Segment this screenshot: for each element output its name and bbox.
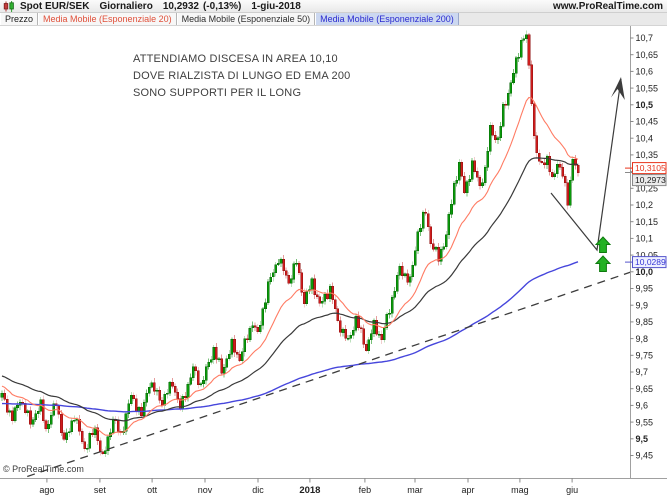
svg-text:2018: 2018 bbox=[299, 485, 320, 496]
price-axis[interactable]: 10,75 10,7 10,65 10,6 10,55 10,5 10,45 10,4 10,3… bbox=[630, 17, 659, 461]
svg-text:10,2: 10,2 bbox=[636, 200, 654, 210]
svg-text:mag: mag bbox=[511, 485, 529, 495]
buy-arrow-marker-1[interactable] bbox=[594, 236, 612, 253]
svg-text:10,25: 10,25 bbox=[636, 184, 659, 194]
svg-text:9,6: 9,6 bbox=[636, 401, 649, 411]
annotation-line-1: ATTENDIAMO DISCESA IN AREA 10,10 bbox=[133, 53, 338, 65]
legend-item-ema20[interactable]: Media Mobile (Esponenziale 20) bbox=[38, 13, 177, 25]
svg-text:10,5: 10,5 bbox=[636, 100, 654, 110]
svg-text:10,55: 10,55 bbox=[636, 83, 659, 93]
indicator-legend-bar: Prezzo Media Mobile (Esponenziale 20) Me… bbox=[0, 13, 667, 26]
svg-text:mar: mar bbox=[407, 485, 423, 495]
chart-area[interactable]: 10,75 10,7 10,65 10,6 10,55 10,5 10,45 10,4 10,3… bbox=[0, 17, 667, 500]
price-tags: 10,3105 10,2973 10,0289 bbox=[625, 162, 667, 269]
ma-line-50 bbox=[1, 157, 579, 422]
svg-text:9,8: 9,8 bbox=[636, 334, 649, 344]
svg-text:10,35: 10,35 bbox=[636, 150, 659, 160]
price-tag-3: 10,0289 bbox=[635, 257, 666, 267]
price-tag-2: 10,2973 bbox=[635, 175, 666, 185]
last-price: 10,2932 bbox=[162, 0, 199, 12]
legend-item-price[interactable]: Prezzo bbox=[0, 13, 39, 25]
svg-text:9,55: 9,55 bbox=[636, 417, 654, 427]
svg-text:feb: feb bbox=[359, 485, 372, 495]
svg-text:set: set bbox=[94, 485, 107, 495]
annotation-line-2: DOVE RIALZISTA DI LUNGO ED EMA 200 bbox=[133, 70, 351, 82]
svg-text:giu: giu bbox=[566, 485, 578, 495]
svg-text:9,5: 9,5 bbox=[636, 434, 649, 444]
candlestick-icon bbox=[3, 0, 14, 12]
svg-text:nov: nov bbox=[198, 485, 213, 495]
price-chart[interactable]: 10,75 10,7 10,65 10,6 10,55 10,5 10,45 10,4 10,3… bbox=[0, 17, 667, 500]
svg-text:9,45: 9,45 bbox=[636, 451, 654, 461]
session-date: 1-giu-2018 bbox=[251, 0, 301, 12]
svg-text:9,85: 9,85 bbox=[636, 317, 654, 327]
prorealtime-url: www.ProRealTime.com bbox=[552, 0, 663, 12]
svg-text:9,95: 9,95 bbox=[636, 284, 654, 294]
svg-text:ago: ago bbox=[39, 485, 54, 495]
svg-text:dic: dic bbox=[252, 485, 264, 495]
projection-arrow[interactable] bbox=[550, 78, 622, 252]
svg-text:10,05: 10,05 bbox=[636, 250, 659, 260]
ma-line-200 bbox=[2, 261, 579, 413]
projection-arrowhead bbox=[611, 77, 625, 100]
price-change: (-0,13%) bbox=[202, 0, 242, 12]
svg-text:apr: apr bbox=[461, 485, 474, 495]
price-tag-1: 10,3105 bbox=[635, 163, 666, 173]
svg-text:9,75: 9,75 bbox=[636, 351, 654, 361]
svg-text:10,4: 10,4 bbox=[636, 133, 654, 143]
support-trendline[interactable] bbox=[14, 271, 631, 481]
svg-text:10,1: 10,1 bbox=[636, 234, 654, 244]
svg-text:ott: ott bbox=[147, 485, 158, 495]
instrument-name: Spot EUR/SEK bbox=[20, 0, 90, 12]
svg-text:9,65: 9,65 bbox=[636, 384, 654, 394]
legend-item-ema200[interactable]: Media Mobile (Esponenziale 200) bbox=[315, 13, 459, 25]
legend-item-ema50[interactable]: Media Mobile (Esponenziale 50) bbox=[176, 13, 316, 25]
svg-text:10,7: 10,7 bbox=[636, 33, 654, 43]
svg-text:10,15: 10,15 bbox=[636, 217, 659, 227]
annotation-line-3: SONO SUPPORTI PER IL LONG bbox=[133, 87, 302, 99]
copyright-watermark: © ProRealTime.com bbox=[3, 464, 84, 474]
ma-line-20 bbox=[1, 96, 579, 436]
chart-annotation[interactable]: ATTENDIAMO DISCESA IN AREA 10,10 DOVE RI… bbox=[133, 51, 351, 102]
title-bar: Spot EUR/SEK Giornaliero 10,2932 (-0,13%… bbox=[0, 0, 667, 13]
svg-text:10,6: 10,6 bbox=[636, 67, 654, 77]
candles-layer bbox=[0, 30, 580, 457]
buy-arrow-marker-2[interactable] bbox=[594, 255, 612, 272]
time-axis[interactable]: ago set ott nov dic 2018 feb mar apr mag giu bbox=[39, 478, 578, 496]
svg-text:9,7: 9,7 bbox=[636, 367, 649, 377]
svg-text:9,9: 9,9 bbox=[636, 300, 649, 310]
timeframe-label: Giornaliero bbox=[99, 0, 153, 12]
axes bbox=[0, 26, 667, 479]
svg-text:10,65: 10,65 bbox=[636, 50, 659, 60]
svg-text:10,0: 10,0 bbox=[636, 267, 654, 277]
svg-text:10,45: 10,45 bbox=[636, 117, 659, 127]
svg-text:10,75: 10,75 bbox=[636, 26, 659, 27]
